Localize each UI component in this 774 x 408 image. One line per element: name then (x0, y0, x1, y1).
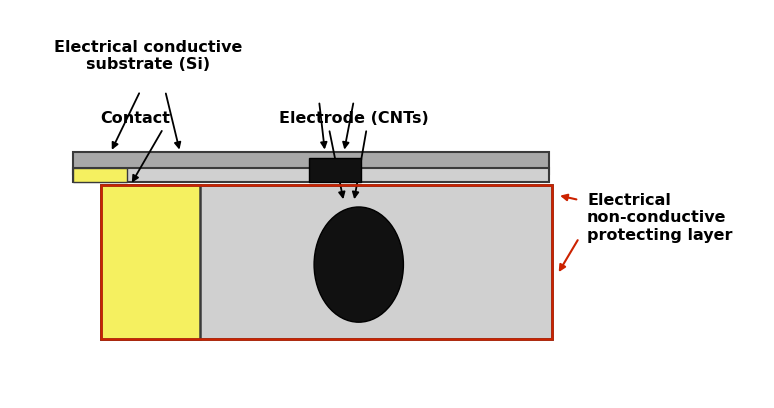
Bar (309, 158, 361, 182)
Text: Electrical conductive
substrate (Si): Electrical conductive substrate (Si) (54, 40, 242, 72)
Bar (101, 185, 553, 339)
Text: Electrical
non-conductive
protecting layer: Electrical non-conductive protecting lay… (587, 193, 732, 243)
Bar (101, 185, 553, 339)
Bar (73, 168, 128, 182)
Bar (73, 152, 550, 174)
Text: Contact: Contact (101, 111, 170, 126)
Bar (73, 168, 550, 182)
Ellipse shape (314, 207, 403, 322)
Bar (101, 185, 200, 339)
Text: Electrode (CNTs): Electrode (CNTs) (279, 111, 429, 126)
